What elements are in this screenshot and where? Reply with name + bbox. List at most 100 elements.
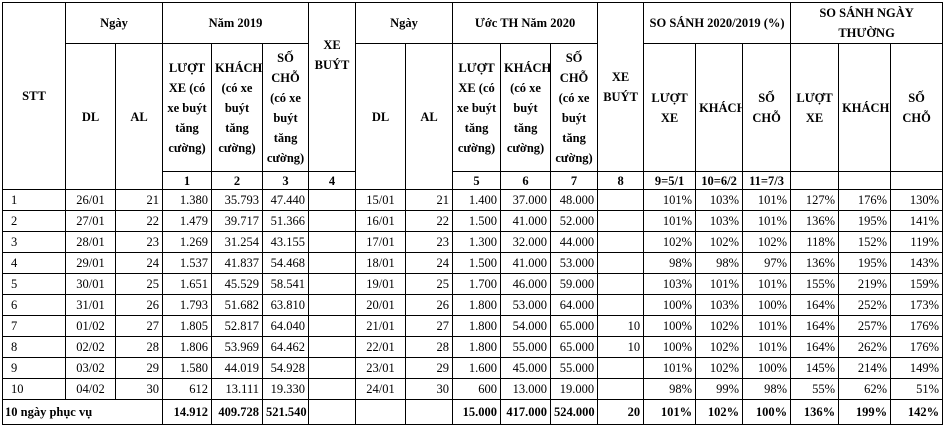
table-cell: 1.400 bbox=[452, 189, 502, 211]
table-cell bbox=[597, 273, 645, 295]
table-cell: 155% bbox=[790, 273, 840, 295]
table-cell: 25 bbox=[115, 273, 163, 295]
table-cell: 252% bbox=[838, 294, 892, 316]
table-cell: 55% bbox=[790, 378, 840, 400]
table-cell: 64.462 bbox=[261, 336, 310, 358]
table-cell: 10 bbox=[2, 378, 66, 400]
table-cell: 102% bbox=[695, 231, 744, 253]
table-cell bbox=[597, 210, 645, 232]
table-cell: 46.000 bbox=[500, 273, 552, 295]
table-cell: 1.793 bbox=[162, 294, 212, 316]
table-cell bbox=[597, 189, 645, 211]
table-cell: 119% bbox=[890, 231, 944, 253]
table-cell: 15/01 bbox=[355, 189, 407, 211]
table-cell: 28 bbox=[405, 336, 454, 358]
table-cell: 23/01 bbox=[355, 357, 407, 379]
table-row: 8 02/02 28 1.806 53.969 64.462 22/01 28 1.800 55.… bbox=[2, 336, 944, 358]
column-number: 10=6/2 bbox=[695, 171, 744, 190]
table-cell: 103% bbox=[695, 189, 744, 211]
column-number: 2 bbox=[211, 171, 263, 190]
table-row: 4 29/01 24 1.537 41.837 54.468 18/01 24 1.500 41.… bbox=[2, 252, 944, 274]
table-cell: 195% bbox=[838, 252, 892, 274]
table-cell: 102% bbox=[695, 336, 744, 358]
table-cell bbox=[308, 252, 357, 274]
table-cell: 53.969 bbox=[211, 336, 263, 358]
table-cell: 51% bbox=[890, 378, 944, 400]
table-cell bbox=[597, 294, 645, 316]
column-number: 3 bbox=[261, 171, 310, 190]
table-cell: 59.000 bbox=[550, 273, 599, 295]
header-cell: SO SÁNH NGÀY THƯỜNG bbox=[790, 2, 944, 44]
table-cell: 27 bbox=[405, 315, 454, 337]
table-cell bbox=[597, 357, 645, 379]
table-cell: 52.817 bbox=[211, 315, 263, 337]
table-cell: 41.000 bbox=[500, 252, 552, 274]
table-cell: 101% bbox=[695, 273, 744, 295]
table-cell: 19/01 bbox=[355, 273, 407, 295]
column-number: 9=5/1 bbox=[643, 171, 697, 190]
table-cell: 102% bbox=[742, 231, 792, 253]
table-cell: 41.000 bbox=[500, 210, 552, 232]
table-cell: 100% bbox=[643, 294, 697, 316]
table-cell: 04/02 bbox=[65, 378, 116, 400]
table-cell: 13.111 bbox=[211, 378, 263, 400]
table-cell: 164% bbox=[790, 336, 840, 358]
header-cell: KHÁCH (có xe buýt tăng cường) bbox=[500, 43, 552, 172]
table-cell: 16/01 bbox=[355, 210, 407, 232]
header-cell: LƯỢT XE (có xe buýt tăng cường) bbox=[162, 43, 212, 172]
column-number bbox=[838, 171, 892, 190]
table-cell: 100% bbox=[643, 336, 697, 358]
table-cell: 214% bbox=[838, 357, 892, 379]
table-cell: 6 bbox=[2, 294, 66, 316]
table-cell bbox=[597, 252, 645, 274]
table-cell: 130% bbox=[890, 189, 944, 211]
table-cell: 101% bbox=[643, 189, 697, 211]
table-cell: 1.537 bbox=[162, 252, 212, 274]
table-row: 10 04/02 30 612 13.111 19.330 24/01 30 600 13.000… bbox=[2, 378, 944, 400]
column-number bbox=[890, 171, 944, 190]
table-cell: 1.269 bbox=[162, 231, 212, 253]
table-cell: 101% bbox=[742, 336, 792, 358]
table-cell: 29 bbox=[405, 357, 454, 379]
table-cell: 143% bbox=[890, 252, 944, 274]
table-cell: 26/01 bbox=[65, 189, 116, 211]
table-cell bbox=[597, 231, 645, 253]
table-cell: 48.000 bbox=[550, 189, 599, 211]
table-cell: 19.330 bbox=[261, 378, 310, 400]
table-cell: 18/01 bbox=[355, 252, 407, 274]
table-row: 6 31/01 26 1.793 51.682 63.810 20/01 26 1.800 53.… bbox=[2, 294, 944, 316]
table-cell: 1.700 bbox=[452, 273, 502, 295]
header-cell: Ước TH Năm 2020 bbox=[452, 2, 599, 44]
table-cell: 30/01 bbox=[65, 273, 116, 295]
table-cell: 103% bbox=[643, 273, 697, 295]
table-cell: 1.300 bbox=[452, 231, 502, 253]
column-number: 1 bbox=[162, 171, 212, 190]
table-cell: 3 bbox=[2, 231, 66, 253]
header-cell: DL bbox=[355, 43, 407, 190]
table-cell: 20/01 bbox=[355, 294, 407, 316]
table-cell: 25 bbox=[405, 273, 454, 295]
table-cell: 1.805 bbox=[162, 315, 212, 337]
table-cell: 164% bbox=[790, 315, 840, 337]
table-cell: 51.682 bbox=[211, 294, 263, 316]
table-cell: 1.806 bbox=[162, 336, 212, 358]
table-cell: 257% bbox=[838, 315, 892, 337]
table-cell: 13.000 bbox=[500, 378, 552, 400]
table-cell: 8 bbox=[2, 336, 66, 358]
table-cell: 98% bbox=[742, 378, 792, 400]
table-cell: 47.440 bbox=[261, 189, 310, 211]
table-cell: 22/01 bbox=[355, 336, 407, 358]
header-cell: Ngày bbox=[65, 2, 163, 44]
table-cell: 164% bbox=[790, 294, 840, 316]
table-cell: 39.717 bbox=[211, 210, 263, 232]
table-cell: 103% bbox=[695, 294, 744, 316]
table-cell: 01/02 bbox=[65, 315, 116, 337]
table-cell: 141% bbox=[890, 210, 944, 232]
table-cell: 54.000 bbox=[500, 315, 552, 337]
table-cell: 176% bbox=[890, 315, 944, 337]
table-cell: 98% bbox=[695, 252, 744, 274]
table-body: 1 26/01 21 1.380 35.793 47.440 15/01 21 1.400 37.… bbox=[2, 189, 944, 425]
table-cell: 29/01 bbox=[65, 252, 116, 274]
header-cell: XE BUÝT bbox=[597, 2, 645, 172]
